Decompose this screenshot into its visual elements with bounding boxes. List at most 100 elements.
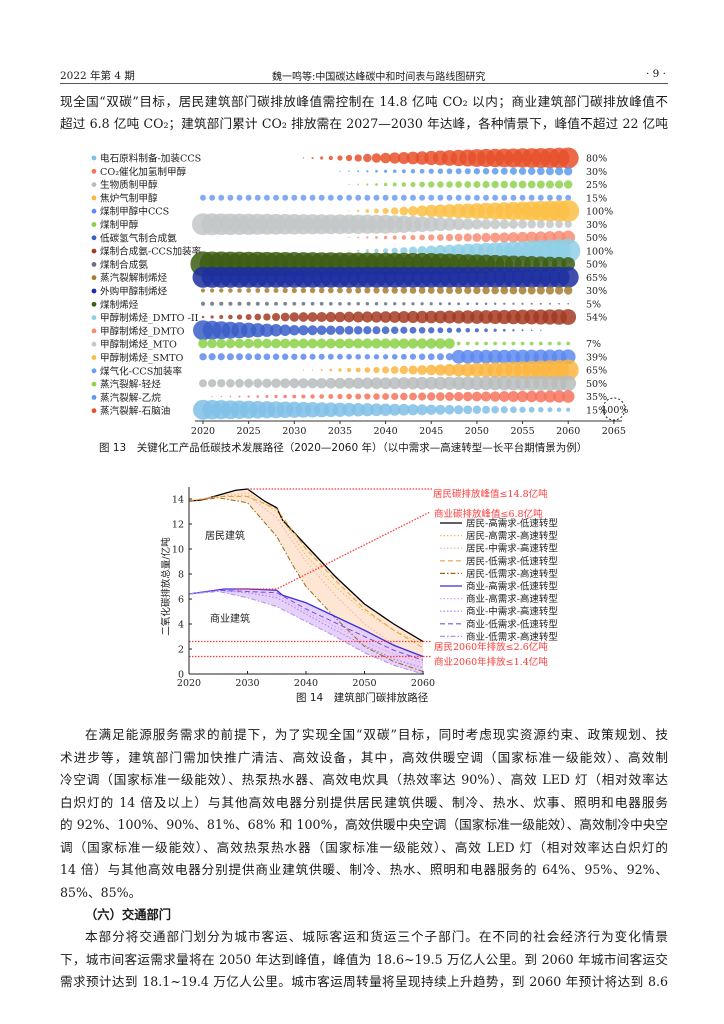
- bubble: [309, 287, 316, 294]
- bubble: [424, 204, 438, 218]
- bubble: [409, 353, 417, 360]
- bubble: [382, 207, 389, 215]
- bubble: [255, 301, 260, 306]
- bubble: [225, 338, 236, 349]
- bubble: [218, 194, 225, 201]
- bubble: [482, 286, 490, 295]
- bubble: [519, 406, 526, 413]
- bubble: [491, 405, 499, 414]
- bubble: [392, 182, 397, 187]
- bubble: [283, 394, 287, 399]
- bubble: [325, 338, 336, 349]
- bubble: [475, 341, 479, 346]
- legend-label: 焦炉气制甲醇: [100, 192, 158, 204]
- bubble: [371, 153, 382, 163]
- bubble: [318, 353, 325, 360]
- bubble: [428, 234, 435, 241]
- bubble: [538, 341, 543, 346]
- bubble: [337, 194, 343, 201]
- bubble: [446, 327, 453, 333]
- bubble: [443, 310, 457, 324]
- bubble: [492, 194, 499, 201]
- x-tick-label: 2040: [374, 426, 398, 437]
- bubble: [209, 288, 215, 293]
- legend-label: 电石原料制备-加装CCS: [100, 153, 201, 165]
- bubble: [446, 168, 453, 175]
- bubble: [426, 338, 437, 349]
- bubble: [334, 311, 346, 323]
- bubble: [473, 194, 480, 201]
- bubble: [329, 301, 333, 306]
- row-percent-label: 35%: [586, 392, 607, 403]
- paragraph-line: 调（国家标准一级能效）、高效热泵热水器（国家标准一级能效）、高效 LED 灯（相…: [60, 839, 668, 855]
- bubble: [473, 181, 481, 188]
- bubble: [512, 329, 515, 332]
- bubble: [443, 244, 456, 257]
- bubble: [415, 376, 429, 390]
- bubble: [508, 232, 519, 243]
- residential-band: [189, 489, 423, 672]
- bubble: [383, 182, 388, 187]
- bubble: [529, 341, 534, 346]
- bubble: [530, 302, 533, 305]
- bubble: [348, 183, 350, 186]
- legend-label: 甲醇制烯烃_DMTO -II: [100, 312, 199, 324]
- legend-marker: [91, 262, 97, 267]
- bubble: [471, 219, 483, 230]
- bubble: [509, 167, 517, 175]
- bubble: [200, 194, 206, 201]
- bubble: [436, 287, 444, 294]
- bubble: [200, 301, 206, 306]
- bubble: [337, 353, 343, 360]
- bubble: [499, 219, 510, 230]
- bubble: [301, 301, 306, 306]
- bubble: [366, 170, 369, 173]
- bubble: [328, 155, 333, 161]
- bubble: [482, 180, 490, 189]
- bubble: [311, 369, 314, 371]
- bubble: [527, 286, 536, 295]
- bubble: [472, 233, 482, 242]
- legend-marker: [91, 368, 97, 374]
- bubble: [365, 302, 370, 306]
- bubble: [406, 377, 420, 390]
- bubble: [511, 341, 516, 346]
- bubble: [339, 170, 341, 172]
- bubble: [408, 365, 418, 375]
- bubble: [357, 209, 360, 213]
- bubble: [327, 194, 334, 201]
- bubble: [318, 287, 325, 294]
- bubble: [484, 341, 488, 346]
- row-percent-label: 39%: [586, 352, 607, 363]
- row-percent-label: 25%: [586, 180, 607, 191]
- bubble: [279, 324, 291, 336]
- y-tick-label: 0: [178, 670, 184, 681]
- bubble: [328, 393, 334, 400]
- bubble: [410, 169, 416, 174]
- bubble: [436, 234, 444, 241]
- bubble: [567, 302, 570, 305]
- bubble: [536, 167, 545, 176]
- bubble: [210, 301, 215, 306]
- bubble: [543, 390, 556, 403]
- bubble: [370, 403, 383, 417]
- bubble: [379, 311, 392, 323]
- legend-label: 居民-高需求-低速转型: [466, 518, 558, 530]
- legend-label: 蒸汽裂解-乙烷: [100, 392, 161, 404]
- bubble: [509, 286, 518, 295]
- bubble: [264, 288, 270, 293]
- x-tick-label: 2040: [294, 678, 318, 689]
- bubble: [320, 368, 323, 372]
- bubble: [566, 407, 571, 412]
- bubble: [402, 302, 406, 306]
- legend-label: 甲醇制烯烃_DMTO: [100, 325, 185, 337]
- legend-label: CO₂催化加氢制甲醇: [100, 166, 187, 178]
- bubble: [501, 194, 508, 201]
- bubble: [334, 377, 346, 389]
- y-tick-label: 4: [178, 620, 184, 631]
- bubble: [445, 286, 454, 295]
- bubble: [280, 312, 290, 322]
- bubble: [560, 375, 577, 392]
- bubble: [211, 395, 213, 398]
- bubble: [364, 194, 371, 201]
